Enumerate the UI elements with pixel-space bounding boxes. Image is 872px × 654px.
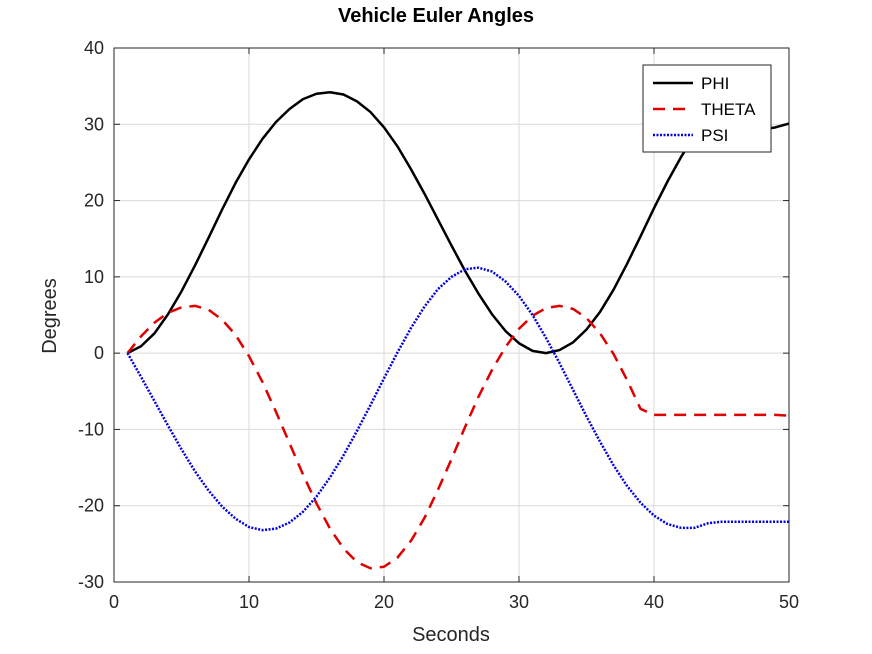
x-tick-label: 0 (109, 592, 119, 612)
x-tick-label: 30 (509, 592, 529, 612)
x-tick-label: 50 (779, 592, 799, 612)
y-tick-label: 30 (84, 114, 104, 134)
legend-label-psi: PSI (701, 126, 728, 145)
axis-ticks: 0 10 20 30 40 50 -30 -20 -10 0 10 20 30 40 (78, 38, 799, 612)
legend-label-phi: PHI (701, 74, 729, 93)
y-tick-label: -30 (78, 572, 104, 592)
series-line-theta (126, 304, 790, 570)
plot-area-border (113, 47, 790, 583)
series-line-phi (126, 91, 790, 355)
y-tick-label: 40 (84, 38, 104, 58)
y-tick-label: 10 (84, 267, 104, 287)
x-tick-label: 10 (239, 592, 259, 612)
y-axis-label: Degrees (39, 278, 61, 354)
legend-label-theta: THETA (701, 100, 756, 119)
chart-title: Vehicle Euler Angles (338, 5, 534, 27)
series-lines (126, 91, 790, 570)
series-line-psi (126, 266, 789, 532)
legend: PHI THETA PSI (642, 64, 772, 153)
y-tick-label: -20 (78, 496, 104, 516)
y-tick-label: -10 (78, 419, 104, 439)
x-tick-label: 20 (374, 592, 394, 612)
y-tick-label: 0 (94, 343, 104, 363)
y-tick-label: 20 (84, 191, 104, 211)
x-tick-label: 40 (644, 592, 664, 612)
x-axis-label: Seconds (412, 624, 490, 646)
